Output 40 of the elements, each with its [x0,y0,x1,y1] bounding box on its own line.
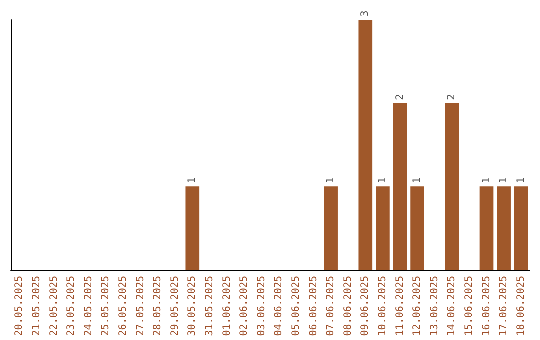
x-tick-label: 27.05.2025 [135,276,146,336]
data-label: 1 [326,177,337,184]
x-tick-label: 28.05.2025 [152,276,164,336]
x-tick-label: 06.06.2025 [308,276,320,336]
x-tick-label: 12.06.2025 [412,276,424,336]
x-tick-label: 17.06.2025 [498,276,510,336]
x-tick-label: 13.06.2025 [429,276,440,336]
data-label: 2 [446,94,458,100]
x-tick-label: 11.06.2025 [394,276,406,336]
x-tick-label: 31.05.2025 [204,276,216,336]
data-label: 1 [377,177,388,184]
x-tick-label: 09.06.2025 [360,276,372,336]
x-tick-label: 07.06.2025 [326,276,337,336]
x-tick-label: 05.06.2025 [290,276,302,336]
data-label: 1 [481,177,492,184]
data-label: 2 [394,94,406,100]
x-tick-label: 01.06.2025 [222,276,233,336]
x-tick-label: 08.06.2025 [342,276,354,336]
x-tick-label: 22.05.2025 [48,276,60,336]
data-label: 1 [498,177,510,184]
data-label: 1 [516,177,527,184]
x-tick-label: 26.05.2025 [118,276,129,336]
x-tick-label: 04.06.2025 [274,276,285,336]
x-tick-label: 29.05.2025 [170,276,181,336]
x-tick-label: 25.05.2025 [100,276,112,336]
x-tick-label: 24.05.2025 [83,276,94,336]
data-label: 1 [187,177,198,184]
x-tick-label: 15.06.2025 [464,276,475,336]
data-label: 3 [360,10,372,17]
x-tick-label: 03.06.2025 [256,276,268,336]
x-tick-label: 21.05.2025 [31,276,42,336]
x-tick-label: 10.06.2025 [377,276,388,336]
x-tick-label: 30.05.2025 [187,276,198,336]
x-tick-label: 14.06.2025 [446,276,458,336]
data-label: 1 [412,177,424,184]
x-tick-label: 23.05.2025 [66,276,78,336]
x-tick-label: 16.06.2025 [481,276,492,336]
x-tick-label: 02.06.2025 [239,276,250,336]
x-tick-label: 20.05.2025 [14,276,26,336]
x-tick-label: 18.06.2025 [516,276,527,336]
